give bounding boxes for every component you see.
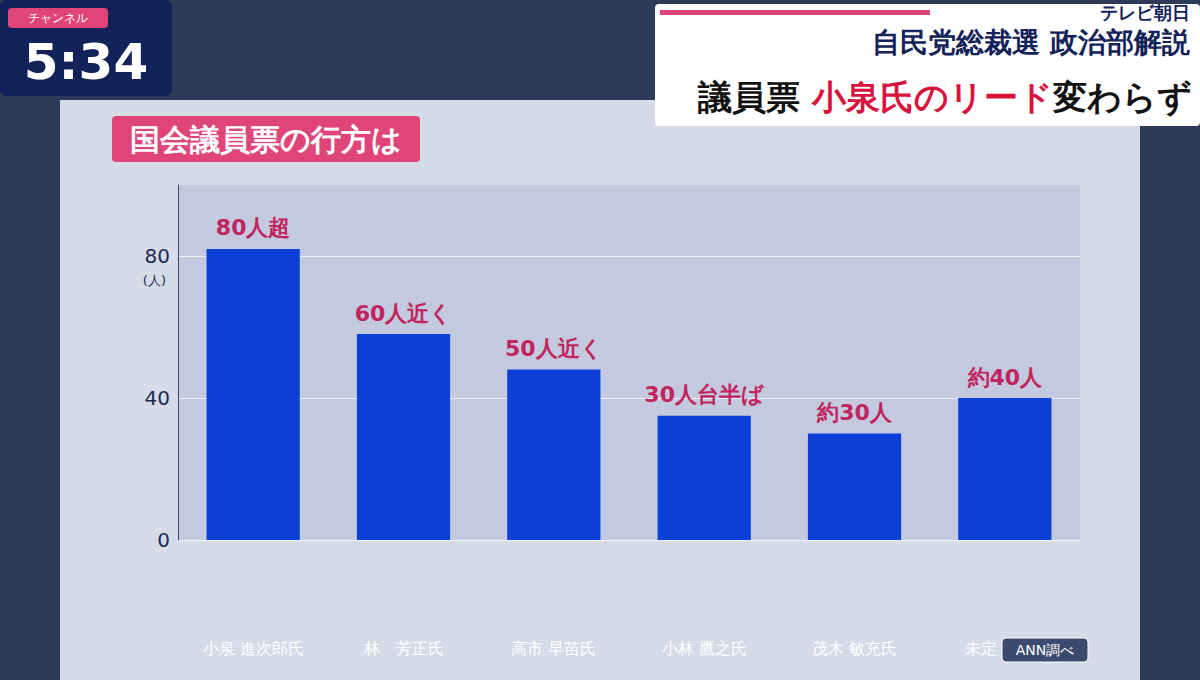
svg-text:国会議員票の行方は: 国会議員票の行方は bbox=[130, 122, 402, 157]
svg-text:ANN調べ: ANN調べ bbox=[1016, 642, 1075, 658]
svg-text:60人近く: 60人近く bbox=[355, 301, 453, 326]
svg-text:チャンネル: チャンネル bbox=[28, 11, 88, 25]
svg-text:林 芳正氏: 林 芳正氏 bbox=[363, 639, 444, 658]
svg-text:小林 鷹之氏: 小林 鷹之氏 bbox=[662, 639, 747, 658]
svg-text:40: 40 bbox=[145, 386, 170, 410]
svg-text:茂木 敏充氏: 茂木 敏充氏 bbox=[812, 639, 897, 658]
svg-text:小泉 進次郎氏: 小泉 進次郎氏 bbox=[203, 639, 304, 658]
svg-text:テレビ朝日: テレビ朝日 bbox=[1100, 2, 1190, 23]
svg-text:30人台半ば: 30人台半ば bbox=[644, 382, 765, 407]
svg-text:変わらず: 変わらず bbox=[1052, 77, 1192, 117]
svg-text:高市 早苗氏: 高市 早苗氏 bbox=[511, 639, 596, 658]
svg-text:80人超: 80人超 bbox=[216, 215, 291, 240]
svg-text:0: 0 bbox=[157, 528, 170, 552]
svg-text:小泉氏のリード: 小泉氏のリード bbox=[811, 77, 1053, 117]
svg-text:5:34: 5:34 bbox=[24, 33, 148, 91]
svg-text:自民党総裁選 政治部解説: 自民党総裁選 政治部解説 bbox=[872, 26, 1190, 59]
svg-text:(人): (人) bbox=[143, 273, 166, 288]
svg-text:約40人: 約40人 bbox=[967, 365, 1044, 390]
svg-text:80: 80 bbox=[145, 244, 170, 268]
svg-text:約30人: 約30人 bbox=[816, 400, 893, 425]
svg-text:議員票: 議員票 bbox=[697, 77, 812, 117]
svg-text:50人近く: 50人近く bbox=[505, 336, 603, 361]
